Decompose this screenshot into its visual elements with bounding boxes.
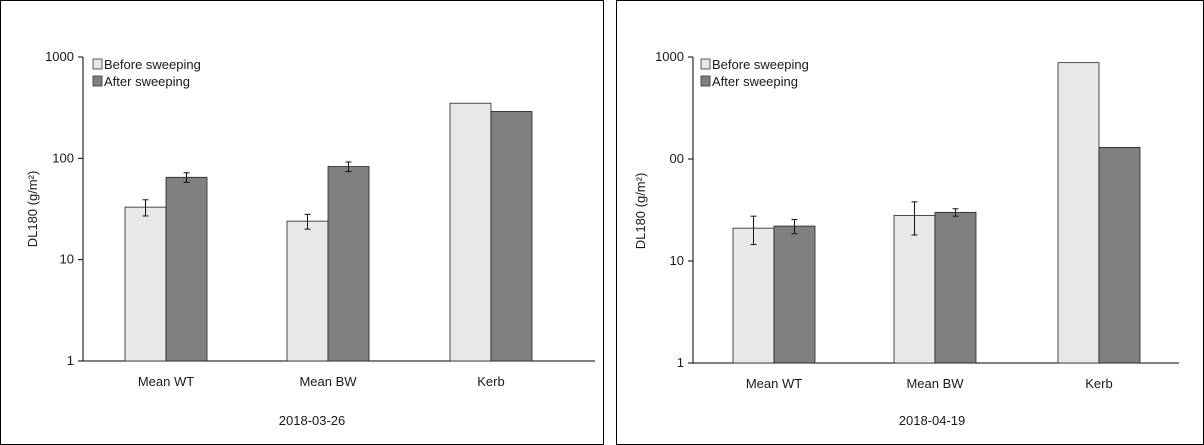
legend-label: After sweeping — [712, 74, 798, 89]
x-tick-label: Mean WT — [746, 376, 802, 391]
bar — [449, 102, 492, 362]
x-axis-label: 2018-03-26 — [279, 413, 346, 428]
x-tick-label: Mean WT — [138, 374, 194, 389]
y-axis-label: DL180 (g/m²) — [25, 171, 40, 248]
bar — [124, 206, 167, 362]
y-tick-label: 100 — [52, 150, 74, 165]
bar — [773, 225, 816, 364]
legend-swatch — [700, 58, 711, 70]
bar — [1098, 146, 1141, 364]
x-tick-label: Mean BW — [906, 376, 964, 391]
bar — [286, 220, 329, 362]
chart-panel-2: DL180 (g/m²) 2018-04-19 1 10 00 1000 Mean WT… — [616, 0, 1204, 445]
legend-label: After sweeping — [104, 74, 190, 89]
legend-swatch — [700, 75, 711, 87]
x-tick-label: Kerb — [477, 374, 504, 389]
chart-panel-1: DL180 (g/m²) 2018-03-26 1 10 100 1000 Mean W… — [0, 0, 604, 445]
y-tick-label: 1000 — [45, 49, 74, 64]
y-tick-label: 1000 — [655, 49, 684, 64]
y-tick-label: 00 — [670, 151, 684, 166]
bar — [732, 227, 775, 364]
chart-1: DL180 (g/m²) 2018-03-26 1 10 100 1000 Mean W… — [25, 49, 595, 428]
x-tick-label: Mean BW — [299, 374, 357, 389]
y-tick-label: 10 — [60, 252, 74, 267]
y-tick-label: 1 — [677, 355, 684, 370]
y-tick-label: 1 — [67, 353, 74, 368]
bar — [165, 176, 208, 362]
x-tick-label: Kerb — [1085, 376, 1112, 391]
y-axis-label: DL180 (g/m²) — [633, 173, 648, 250]
bar — [1057, 62, 1100, 364]
bar — [490, 111, 533, 362]
x-axis-label: 2018-04-19 — [899, 413, 966, 428]
bar — [934, 211, 977, 364]
legend-label: Before sweeping — [104, 57, 201, 72]
legend-swatch — [92, 58, 103, 70]
legend-swatch — [92, 75, 103, 87]
bar — [327, 166, 370, 362]
y-tick-label: 10 — [670, 253, 684, 268]
bar — [893, 214, 936, 364]
legend-label: Before sweeping — [712, 57, 809, 72]
